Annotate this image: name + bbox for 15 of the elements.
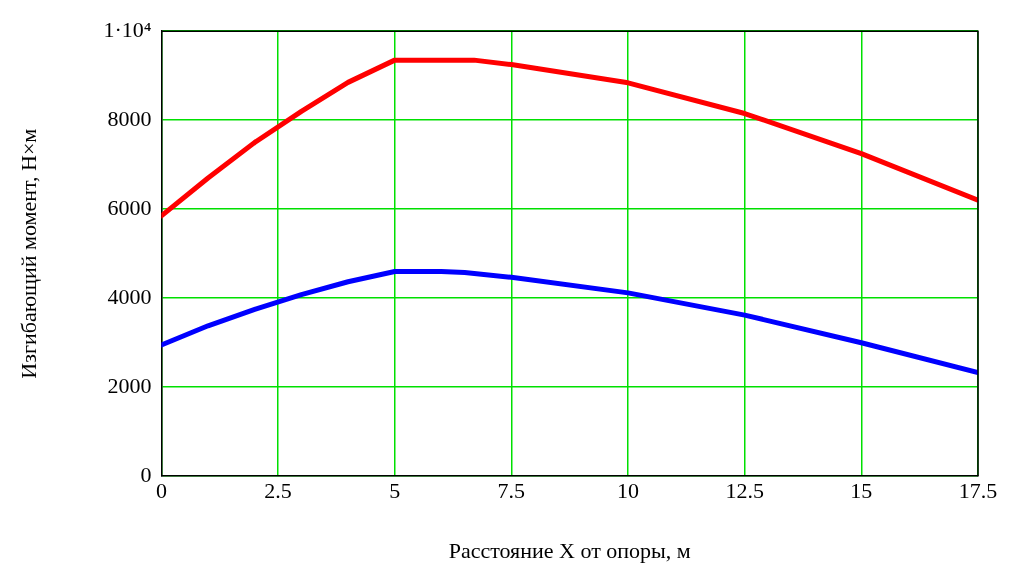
x-axis-title: Расстояние X от опоры, м: [448, 537, 691, 563]
y-tick-label: 0: [140, 461, 152, 487]
y-tick-label: 2000: [107, 372, 152, 398]
x-tick-label: 7.5: [497, 478, 526, 504]
x-tick-label: 17.5: [958, 478, 998, 504]
y-tick-label: 8000: [107, 105, 152, 131]
y-tick-label: 4000: [107, 283, 152, 309]
y-tick-label: 1·10⁴: [103, 16, 152, 42]
x-tick-label: 10: [617, 478, 640, 504]
x-tick-label: 2.5: [264, 478, 292, 504]
x-tick-label: 5: [389, 478, 401, 504]
x-tick-label: 12.5: [725, 478, 764, 504]
y-tick-label: 6000: [107, 194, 152, 220]
y-axis-title: Изгибающий момент, Н×м: [15, 128, 41, 379]
x-tick-label: 15: [850, 478, 873, 504]
